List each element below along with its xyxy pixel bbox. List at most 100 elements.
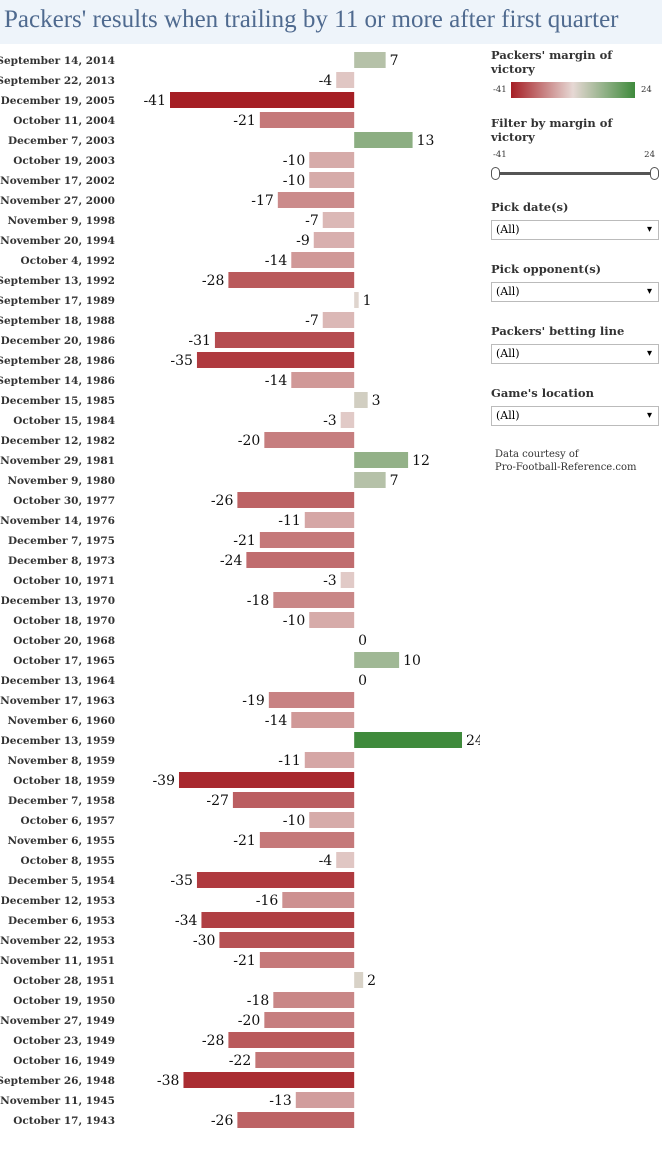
bar	[354, 452, 409, 468]
value-label: -14	[265, 373, 288, 389]
value-label: -10	[283, 813, 306, 829]
y-tick-label: October 28, 1951	[13, 975, 115, 987]
value-label: -26	[211, 1113, 234, 1129]
y-tick-label: October 19, 2003	[13, 155, 115, 167]
filter-title: Packers' betting line	[491, 324, 625, 338]
value-label: -20	[238, 433, 261, 449]
filter-title: Game's location	[491, 386, 594, 400]
value-label: -21	[233, 113, 256, 129]
slider[interactable]: -41 24	[491, 150, 659, 200]
value-label: -11	[278, 513, 301, 529]
panel: Packers' margin of victory -41 24 Filter…	[491, 48, 659, 474]
y-tick-label: December 7, 1958	[8, 795, 115, 807]
y-tick-label: October 10, 1971	[13, 575, 115, 587]
bar	[246, 552, 355, 568]
y-tick-label: December 7, 1975	[8, 535, 115, 547]
value-label: -38	[157, 1073, 180, 1089]
bar	[336, 72, 355, 88]
value-label: -21	[233, 953, 256, 969]
bar	[291, 252, 355, 268]
y-tick-label: November 8, 1959	[7, 755, 115, 767]
value-label: -10	[283, 173, 306, 189]
bar	[178, 772, 355, 788]
bar	[340, 412, 355, 428]
filter-min: -41	[493, 150, 507, 160]
value-label: -9	[296, 233, 310, 249]
value-label: -21	[233, 833, 256, 849]
bar	[219, 932, 355, 948]
filters: Pick date(s) (All) Pick opponent(s) (All) Pa…	[491, 200, 659, 426]
bar	[259, 832, 355, 848]
bar	[273, 592, 355, 608]
y-tick-label: October 15, 1984	[13, 415, 115, 427]
bar	[228, 1032, 355, 1048]
bar	[268, 692, 355, 708]
value-label: -3	[323, 413, 337, 429]
value-label: 7	[390, 473, 399, 489]
y-tick-label: December 8, 1973	[8, 555, 115, 567]
bar	[354, 392, 368, 408]
y-tick-label: October 20, 1968	[13, 635, 115, 647]
dropdown[interactable]: (All)	[491, 344, 659, 364]
bar	[309, 812, 355, 828]
bar	[304, 512, 355, 528]
bar	[196, 352, 355, 368]
filter-title: Filter by margin of victory	[491, 116, 613, 144]
value-label: -19	[242, 693, 265, 709]
bar	[259, 952, 355, 968]
dropdown[interactable]: (All)	[491, 220, 659, 240]
value-label: -30	[193, 933, 216, 949]
y-tick-label: December 5, 1954	[8, 875, 115, 887]
chart: September 14, 2014 7 September 22, 2013 -4 D…	[0, 52, 480, 1129]
bar	[291, 372, 355, 388]
y-tick-label: November 22, 1953	[0, 935, 115, 947]
y-tick-label: September 13, 1992	[0, 275, 115, 287]
bar	[304, 752, 355, 768]
legend-gradient	[511, 82, 635, 98]
y-tick-label: November 27, 1949	[0, 1015, 115, 1027]
value-label: -24	[220, 553, 243, 569]
bar	[237, 492, 355, 508]
y-tick-label: October 6, 1957	[21, 815, 115, 827]
dropdown[interactable]: (All)	[491, 282, 659, 302]
bar	[309, 152, 355, 168]
y-tick-label: October 8, 1955	[21, 855, 115, 867]
bar	[340, 572, 355, 588]
value-label: -16	[256, 893, 279, 909]
y-tick-label: September 22, 2013	[0, 75, 115, 87]
value-label: -28	[202, 273, 225, 289]
y-tick-label: October 19, 1950	[13, 995, 115, 1007]
bar	[295, 1092, 355, 1108]
y-tick-label: September 14, 1986	[0, 375, 115, 387]
bar	[336, 852, 355, 868]
y-tick-label: December 7, 2003	[8, 135, 115, 147]
value-label: -18	[247, 993, 270, 1009]
value-label: 13	[417, 133, 435, 149]
bar	[214, 332, 355, 348]
bar	[264, 1012, 355, 1028]
bar	[354, 732, 462, 748]
value-label: 10	[403, 653, 421, 669]
value-label: 24	[466, 733, 480, 749]
value-label: -4	[319, 853, 333, 869]
y-tick-label: September 26, 1948	[0, 1075, 115, 1087]
dropdown[interactable]: (All)	[491, 406, 659, 426]
y-tick-label: October 4, 1992	[21, 255, 115, 267]
y-tick-label: December 15, 1985	[1, 395, 115, 407]
value-label: 7	[390, 53, 399, 69]
credit: Data courtesy of Pro-Football-Reference.…	[495, 448, 659, 474]
legend-max: 24	[641, 85, 652, 95]
header: Packers' results when trailing by 11 or …	[0, 0, 662, 44]
value-label: 3	[372, 393, 381, 409]
bar	[322, 312, 355, 328]
legend-min: -41	[493, 85, 507, 95]
y-tick-label: September 17, 1989	[0, 295, 115, 307]
y-tick-label: October 17, 1965	[13, 655, 115, 667]
value-label: -41	[143, 93, 166, 109]
bar	[196, 872, 355, 888]
y-tick-label: November 17, 1963	[0, 695, 115, 707]
value-label: 2	[367, 973, 376, 989]
bar	[255, 1052, 355, 1068]
bar	[354, 652, 400, 668]
bar	[259, 532, 355, 548]
